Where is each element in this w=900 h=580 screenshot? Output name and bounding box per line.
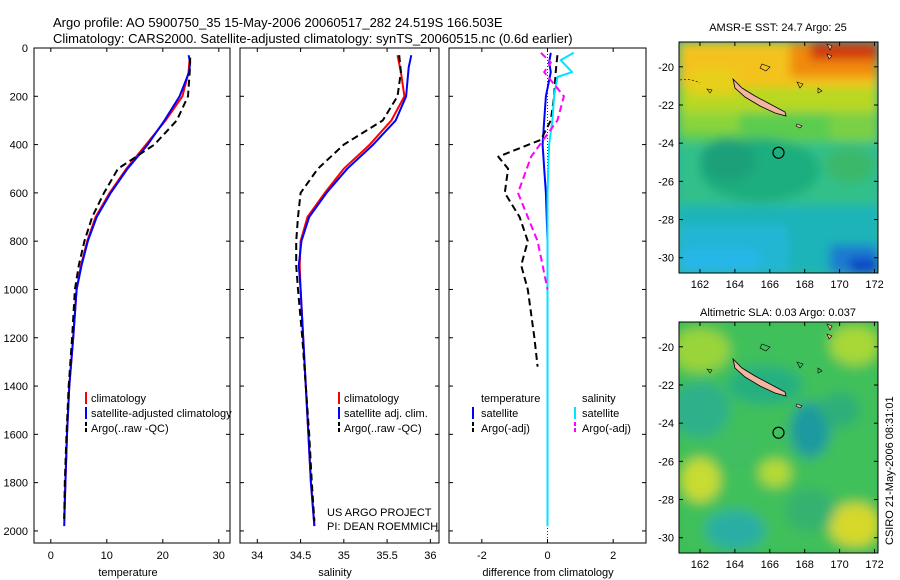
map-x-tick-label: 164: [726, 279, 744, 291]
sst-map-title: AMSR-E SST: 24.7 Argo: 25: [709, 22, 847, 34]
salinity-xlabel: salinity: [318, 567, 352, 579]
legend-label-sal-satellite: satellite: [582, 408, 619, 420]
y-tick-label: 400: [10, 140, 28, 152]
map-y-tick-label: -20: [658, 62, 674, 74]
x-tick-label: 35: [338, 550, 350, 562]
x-tick-label: 30: [213, 550, 225, 562]
map-x-tick-label: 168: [796, 279, 814, 291]
y-tick-label: 1000: [4, 284, 28, 296]
x-tick-label: 34: [251, 550, 263, 562]
x-tick-label: 35.5: [376, 550, 397, 562]
series-line-satellite-adj-clim-: [297, 54, 413, 527]
y-tick-label: 2000: [4, 526, 28, 538]
y-tick-label: 200: [10, 91, 28, 103]
map-y-tick-label: -24: [658, 418, 674, 430]
map-x-tick-label: 162: [691, 279, 709, 291]
y-tick-label: 1400: [4, 381, 28, 393]
sst-map-frame: [678, 41, 879, 274]
legend-label-climatology: climatology: [91, 393, 147, 405]
x-tick-label: 10: [101, 550, 113, 562]
map-y-tick-label: -28: [658, 495, 674, 507]
temperature-xlabel: temperature: [98, 567, 157, 579]
salinity-series-group: [295, 54, 413, 527]
map-y-tick-label: -26: [658, 176, 674, 188]
map-y-tick-label: -30: [658, 533, 674, 545]
difference-legend: temperature satellite Argo(-adj) salinit…: [472, 393, 631, 435]
temperature-legend: climatology satellite-adjusted climatolo…: [85, 392, 232, 435]
series-line-temperature-argo-adj-: [497, 55, 559, 367]
map-x-tick-label: 166: [761, 559, 779, 571]
map-y-tick-label: -22: [658, 380, 674, 392]
figure-title-line1: Argo profile: AO 5900750_35 15-May-2006 …: [53, 15, 503, 30]
map-y-tick-label: -20: [658, 342, 674, 354]
sla-argo-position-marker: [772, 426, 785, 439]
series-line-argo-raw-qc-: [63, 57, 192, 519]
y-tick-label: 1600: [4, 429, 28, 441]
figure-title-line2: Climatology: CARS2000. Satellite-adjuste…: [53, 31, 573, 46]
map-x-tick-label: 162: [691, 559, 709, 571]
legend-label-argo: Argo(..raw -QC): [91, 423, 169, 435]
y-tick-label: 0: [22, 43, 28, 55]
x-tick-label: 0: [544, 550, 550, 562]
map-y-tick-label: -30: [658, 253, 674, 265]
difference-series-group: [497, 51, 575, 527]
x-tick-label: 2: [610, 550, 616, 562]
map-x-tick-label: 170: [830, 559, 848, 571]
y-tick-label: 600: [10, 188, 28, 200]
legend-label-temp-satellite: satellite: [481, 408, 518, 420]
map-x-tick-label: 170: [830, 279, 848, 291]
map-x-tick-label: 166: [761, 279, 779, 291]
map-y-tick-label: -26: [658, 456, 674, 468]
salinity-legend: climatology satellite adj. clim. Argo(..…: [338, 392, 428, 435]
legend-label-temp-argo: Argo(-adj): [481, 423, 530, 435]
series-line-satellite-adjusted-climatology: [63, 54, 192, 527]
map-y-tick-label: -28: [658, 215, 674, 227]
series-line-salinity-argo-adj-: [517, 52, 565, 290]
sst-argo-position-marker: [772, 146, 785, 159]
sla-map-title: Altimetric SLA: 0.03 Argo: 0.037: [700, 307, 856, 319]
temperature-axes: [33, 47, 231, 544]
credit-pi: PI: DEAN ROEMMICH: [327, 521, 438, 533]
x-tick-label: 34.5: [290, 550, 311, 562]
map-x-tick-label: 164: [726, 559, 744, 571]
legend-label-satellite: satellite adj. clim.: [344, 408, 428, 420]
x-tick-label: 36: [424, 550, 436, 562]
temperature-series-group: [63, 54, 192, 527]
y-tick-label: 1200: [4, 333, 28, 345]
sla-map-field: [679, 322, 878, 553]
x-tick-label: 20: [157, 550, 169, 562]
map-x-tick-label: 172: [865, 559, 883, 571]
difference-xlabel: difference from climatology: [482, 567, 614, 579]
map-y-tick-label: -22: [658, 100, 674, 112]
sla-map-frame: [678, 321, 879, 554]
legend-group-salinity: salinity: [582, 393, 616, 405]
csiro-timestamp: CSIRO 21-May-2006 08:31:01: [884, 396, 896, 545]
map-x-tick-label: 168: [796, 559, 814, 571]
legend-label-satellite: satellite-adjusted climatology: [91, 408, 232, 420]
legend-group-temperature: temperature: [481, 393, 540, 405]
series-line-climatology: [298, 55, 406, 527]
series-line-climatology: [63, 57, 191, 519]
legend-label-argo: Argo(..raw -QC): [344, 423, 422, 435]
y-tick-label: 800: [10, 236, 28, 248]
legend-label-sal-argo: Argo(-adj): [582, 423, 631, 435]
y-tick-label: 1800: [4, 478, 28, 490]
legend-label-climatology: climatology: [344, 393, 400, 405]
credit-project: US ARGO PROJECT: [327, 507, 432, 519]
sst-map-field: [679, 42, 878, 273]
map-y-tick-label: -24: [658, 138, 674, 150]
series-line-salinity-satellite: [546, 51, 575, 527]
series-line-argo-raw-qc-: [295, 55, 402, 522]
map-x-tick-label: 172: [865, 279, 883, 291]
salinity-axes: [239, 47, 440, 544]
x-tick-label: -2: [477, 550, 487, 562]
x-tick-label: 0: [48, 550, 54, 562]
